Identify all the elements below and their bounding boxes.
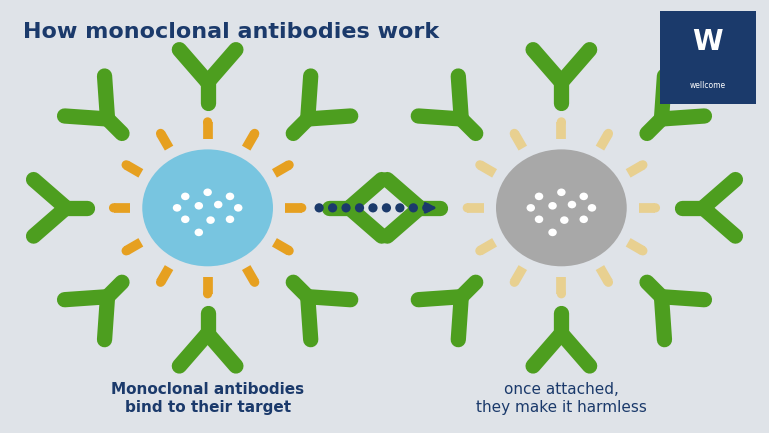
Ellipse shape: [203, 117, 212, 126]
Ellipse shape: [203, 188, 212, 196]
Ellipse shape: [557, 289, 566, 298]
Ellipse shape: [214, 201, 222, 208]
Ellipse shape: [368, 203, 378, 213]
Ellipse shape: [250, 278, 259, 287]
Ellipse shape: [109, 203, 118, 213]
Text: W: W: [693, 28, 723, 55]
Ellipse shape: [142, 149, 273, 266]
Ellipse shape: [651, 203, 660, 213]
Ellipse shape: [173, 204, 181, 212]
Ellipse shape: [181, 216, 189, 223]
Ellipse shape: [548, 229, 557, 236]
Ellipse shape: [560, 216, 568, 224]
Ellipse shape: [588, 204, 596, 212]
Ellipse shape: [510, 278, 519, 287]
Ellipse shape: [297, 203, 306, 213]
Ellipse shape: [604, 278, 613, 287]
Text: How monoclonal antibodies work: How monoclonal antibodies work: [23, 22, 439, 42]
Ellipse shape: [568, 201, 576, 208]
Ellipse shape: [557, 117, 566, 126]
Ellipse shape: [156, 278, 165, 287]
Ellipse shape: [328, 203, 337, 213]
Ellipse shape: [181, 193, 189, 200]
Ellipse shape: [203, 289, 212, 298]
Ellipse shape: [315, 203, 324, 213]
Text: Monoclonal antibodies
bind to their target: Monoclonal antibodies bind to their targ…: [111, 382, 305, 414]
Ellipse shape: [638, 160, 647, 169]
Ellipse shape: [195, 202, 203, 210]
Ellipse shape: [226, 216, 235, 223]
Ellipse shape: [496, 149, 627, 266]
Ellipse shape: [341, 203, 351, 213]
Ellipse shape: [463, 203, 472, 213]
FancyBboxPatch shape: [660, 11, 756, 104]
Ellipse shape: [580, 193, 588, 200]
Ellipse shape: [195, 229, 203, 236]
Ellipse shape: [475, 246, 484, 255]
Ellipse shape: [234, 204, 242, 212]
Ellipse shape: [156, 129, 165, 138]
Ellipse shape: [395, 203, 404, 213]
Ellipse shape: [226, 193, 235, 200]
Ellipse shape: [548, 202, 557, 210]
Ellipse shape: [638, 246, 647, 255]
Ellipse shape: [580, 216, 588, 223]
Ellipse shape: [475, 160, 484, 169]
Ellipse shape: [206, 216, 215, 224]
Ellipse shape: [382, 203, 391, 213]
Ellipse shape: [285, 246, 294, 255]
Ellipse shape: [355, 203, 365, 213]
Ellipse shape: [409, 203, 418, 213]
Ellipse shape: [527, 204, 535, 212]
Ellipse shape: [534, 216, 543, 223]
Ellipse shape: [510, 129, 519, 138]
Ellipse shape: [250, 129, 259, 138]
Ellipse shape: [557, 188, 566, 196]
Text: wellcome: wellcome: [690, 81, 726, 90]
Text: once attached,
they make it harmless: once attached, they make it harmless: [476, 382, 647, 414]
Ellipse shape: [534, 193, 543, 200]
Ellipse shape: [604, 129, 613, 138]
Ellipse shape: [422, 203, 431, 213]
Ellipse shape: [122, 160, 131, 169]
Ellipse shape: [122, 246, 131, 255]
Ellipse shape: [285, 160, 294, 169]
